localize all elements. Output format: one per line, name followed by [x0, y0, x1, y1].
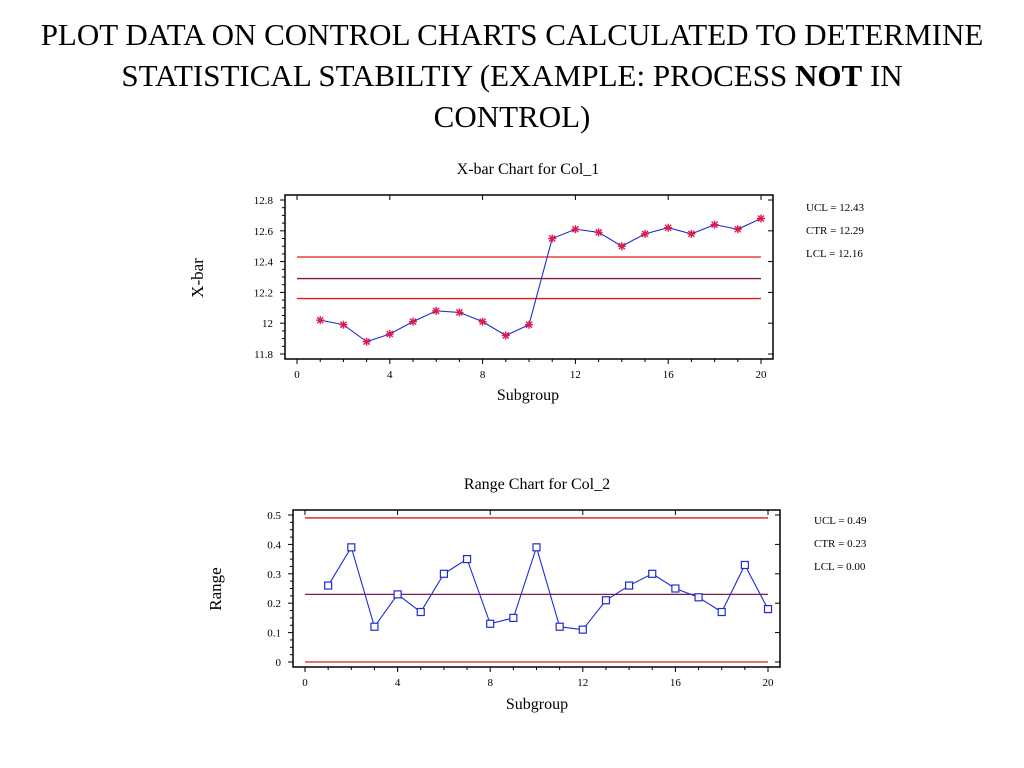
- xbar-data-point: [478, 317, 487, 326]
- xbar-y-tick-label: 11.8: [254, 349, 273, 361]
- xbar-data-point: [316, 316, 325, 325]
- range-x-tick-label: 20: [763, 677, 775, 689]
- xbar-chart-title: X-bar Chart for Col_1: [457, 161, 600, 178]
- range-data-point: [694, 593, 703, 602]
- xbar-data-point: [432, 306, 441, 315]
- xbar-x-tick-label: 4: [387, 369, 393, 381]
- xbar-data-point: [548, 234, 557, 243]
- xbar-data-point: [594, 228, 603, 237]
- range-data-point: [578, 625, 587, 634]
- xbar-x-tick-label: 12: [570, 369, 581, 381]
- xbar-data-point: [710, 220, 719, 229]
- range-data-point: [624, 581, 634, 590]
- xbar-data-point: [501, 331, 510, 340]
- range-y-tick-label: 0.3: [267, 569, 281, 581]
- xbar-y-tick-label: 12.6: [254, 226, 274, 238]
- range-data-point: [370, 622, 379, 631]
- xbar-ctr-label: CTR = 12.29: [806, 225, 864, 237]
- slide-title-part2: IN CONTROL): [433, 58, 903, 134]
- xbar-y-tick-label: 12.8: [254, 195, 274, 207]
- range-data-point: [601, 596, 611, 605]
- range-data-point: [648, 569, 657, 578]
- range-x-tick-label: 12: [577, 677, 588, 689]
- range-data-point: [486, 619, 495, 628]
- slide-title-part1: PLOT DATA ON CONTROL CHARTS CALCULATED T…: [40, 17, 984, 93]
- xbar-data-point: [571, 225, 580, 234]
- xbar-x-tick-label: 16: [663, 369, 675, 381]
- range-y-tick-label: 0: [276, 657, 282, 669]
- range-ucl-label: UCL = 0.49: [814, 515, 867, 527]
- xbar-data-point: [409, 317, 417, 326]
- xbar-data-point: [641, 229, 649, 238]
- xbar-y-axis-label: X-bar: [188, 258, 207, 298]
- range-series-line: [327, 545, 769, 631]
- range-ctr-label: CTR = 0.23: [814, 538, 867, 550]
- range-y-tick-label: 0.4: [267, 539, 281, 551]
- range-data-point: [509, 613, 518, 622]
- xbar-series-line: [320, 217, 762, 343]
- xbar-data-point: [733, 225, 742, 234]
- xbar-data-point: [617, 242, 626, 251]
- range-data-point: [671, 584, 680, 593]
- range-data-point: [462, 554, 472, 564]
- range-data-point: [439, 569, 448, 578]
- xbar-data-point: [687, 229, 696, 238]
- xbar-data-point: [525, 320, 533, 329]
- xbar-data-point: [664, 223, 673, 232]
- xbar-ucl-label: UCL = 12.43: [806, 202, 865, 214]
- range-x-tick-label: 8: [487, 677, 493, 689]
- range-data-point: [763, 604, 773, 614]
- range-x-axis-label: Subgroup: [506, 696, 568, 713]
- range-x-tick-label: 16: [670, 677, 682, 689]
- xbar-chart: X-bar Chart for Col_1 X-bar Subgroup UCL…: [188, 161, 865, 404]
- range-y-tick-label: 0.5: [267, 510, 281, 522]
- range-x-tick-label: 0: [302, 677, 308, 689]
- xbar-x-axis-label: Subgroup: [497, 387, 559, 404]
- range-data-point: [324, 581, 333, 590]
- range-data-point: [393, 590, 402, 599]
- slide-title-emphasis: NOT: [795, 58, 863, 93]
- range-y-tick-label: 0.1: [267, 628, 281, 640]
- xbar-data-point: [455, 308, 464, 317]
- xbar-data-point: [339, 320, 348, 329]
- range-plot-frame: [292, 509, 781, 668]
- range-chart-title: Range Chart for Col_2: [464, 476, 610, 493]
- xbar-x-tick-label: 20: [756, 369, 768, 381]
- xbar-x-tick-label: 8: [480, 369, 486, 381]
- xbar-data-point: [385, 329, 394, 338]
- range-lcl-label: LCL = 0.00: [814, 561, 866, 573]
- xbar-y-tick-label: 12.4: [254, 257, 274, 269]
- slide-title: PLOT DATA ON CONTROL CHARTS CALCULATED T…: [40, 14, 984, 137]
- xbar-data-point: [362, 337, 371, 346]
- range-data-point: [555, 622, 564, 631]
- xbar-lcl-label: LCL = 12.16: [806, 248, 863, 260]
- xbar-data-point: [757, 214, 765, 223]
- range-x-tick-label: 4: [395, 677, 401, 689]
- range-data-point: [532, 543, 541, 552]
- xbar-y-tick-label: 12.2: [254, 287, 273, 299]
- xbar-plot-frame: [284, 194, 774, 360]
- range-data-point: [416, 607, 425, 617]
- xbar-y-tick-label: 12: [262, 318, 273, 330]
- range-data-point: [740, 560, 749, 570]
- range-y-axis-label: Range: [206, 567, 225, 610]
- range-chart: Range Chart for Col_2 Range Subgroup UCL…: [206, 476, 867, 713]
- range-data-point: [347, 543, 356, 552]
- range-data-point: [717, 607, 726, 617]
- xbar-x-tick-label: 0: [294, 369, 300, 381]
- range-y-tick-label: 0.2: [267, 598, 281, 610]
